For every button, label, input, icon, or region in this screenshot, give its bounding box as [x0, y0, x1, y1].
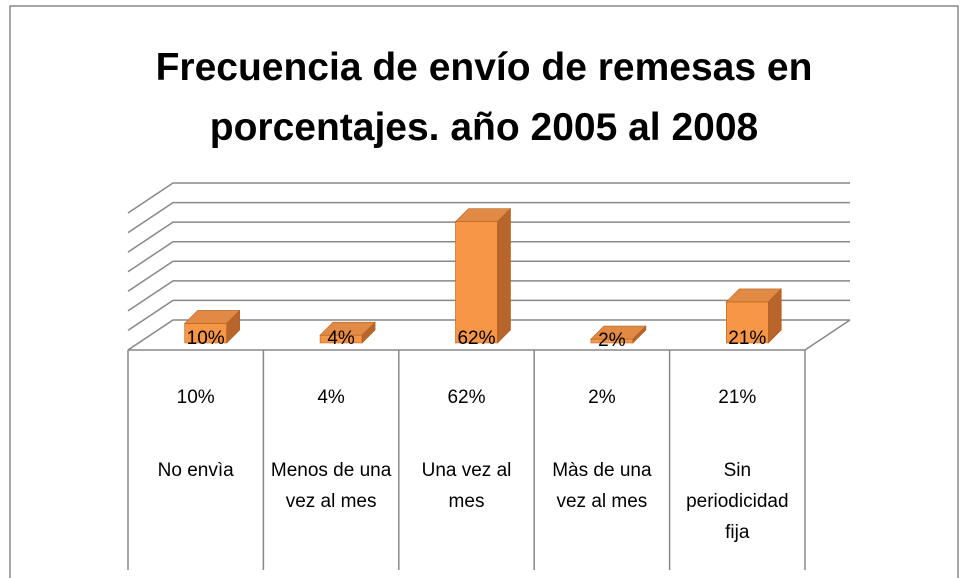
bar: [454, 207, 512, 344]
chart-border: [9, 5, 959, 578]
bar: [590, 325, 647, 344]
bar: [183, 309, 241, 344]
data-label: 4%: [327, 328, 355, 349]
grid-line: [127, 260, 850, 292]
table-category: Màs de una vez al mes: [552, 460, 652, 512]
data-label: 2%: [598, 330, 626, 351]
grid-line: [127, 240, 850, 273]
table-category: Menos de una vez al mes: [270, 460, 392, 512]
data-label: 62%: [457, 328, 495, 349]
grid-line: [127, 280, 850, 312]
grid-line: [127, 221, 850, 253]
bar: [319, 321, 376, 344]
grid-line: [127, 201, 850, 234]
table-value: 2%: [588, 387, 616, 408]
grid-line: [127, 299, 850, 332]
table-category: Sin periodicidad fija: [686, 460, 789, 543]
table-value: 4%: [317, 387, 345, 408]
bar-face: [361, 321, 376, 344]
bar-face: [226, 309, 240, 344]
bar-face: [497, 207, 511, 344]
table-category: No envìa: [157, 460, 234, 481]
bar-face: [767, 288, 782, 344]
table-value: 10%: [176, 387, 215, 408]
grid-line: [127, 319, 850, 351]
data-label: 21%: [728, 328, 766, 349]
chart-title: Frecuencia de envío de remesas en porcen…: [155, 46, 813, 149]
bar-face: [455, 221, 498, 344]
bar-face: [632, 325, 647, 344]
table-value: 21%: [718, 387, 757, 408]
data-label: 10%: [187, 328, 225, 349]
table-value: 62%: [447, 387, 486, 408]
bar: [725, 288, 783, 344]
table-category: Una vez al mes: [421, 460, 512, 512]
grid-line: [127, 182, 850, 214]
